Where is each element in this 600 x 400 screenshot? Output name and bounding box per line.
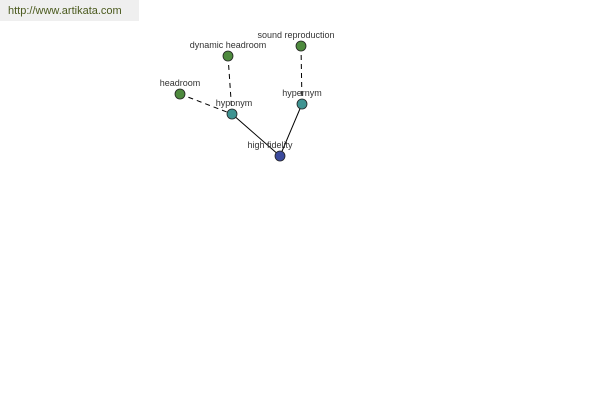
node-hypernym[interactable] xyxy=(296,98,308,110)
edge-headroom-hyponym xyxy=(179,93,233,115)
label-hyponym: hyponym xyxy=(216,98,253,108)
node-headroom[interactable] xyxy=(174,88,186,100)
node-high-fidelity[interactable] xyxy=(274,150,286,162)
node-dynamic-headroom[interactable] xyxy=(222,50,234,62)
edge-hypernym-center xyxy=(279,103,303,157)
site-banner: http://www.artikata.com xyxy=(0,0,139,21)
edge-dynamic-headroom-hyponym xyxy=(227,55,233,115)
label-high-fidelity: high fidelity xyxy=(247,140,293,150)
label-dynamic-headroom: dynamic headroom xyxy=(190,40,267,50)
label-headroom: headroom xyxy=(160,78,201,88)
site-link[interactable]: http://www.artikata.com xyxy=(8,5,122,17)
node-sound-reproduction[interactable] xyxy=(295,40,307,52)
edge-hyponym-center xyxy=(231,113,281,157)
label-hypernym: hypernym xyxy=(282,88,322,98)
node-hyponym[interactable] xyxy=(226,108,238,120)
edge-sound-reproduction-hypernym xyxy=(300,45,303,105)
label-sound-reproduction: sound reproduction xyxy=(257,30,334,40)
